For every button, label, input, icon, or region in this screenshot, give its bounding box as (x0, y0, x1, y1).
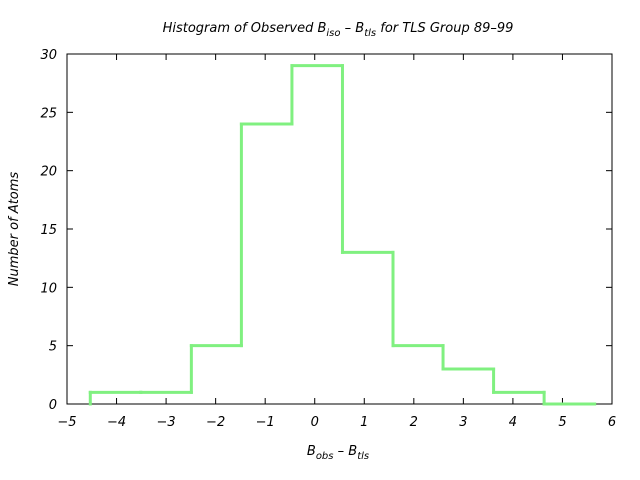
x-tick-label: 4 (509, 415, 517, 430)
x-tick-label: −4 (107, 415, 126, 430)
x-tick-label: −3 (157, 415, 176, 430)
plot-frame (66, 53, 613, 405)
y-tick-label: 0 (49, 398, 57, 413)
y-tick-label: 25 (40, 106, 57, 121)
xlabel-subscript-tls: tls (357, 451, 369, 462)
chart-title: Histogram of Observed Biso – Btls for TL… (163, 21, 514, 39)
title-subscript-tls: tls (364, 28, 376, 39)
y-tick-label: 15 (40, 223, 57, 238)
x-tick-label: 6 (608, 415, 616, 430)
y-tick-label: 5 (49, 340, 57, 355)
x-tick-label: 5 (558, 415, 566, 430)
y-tick-label: 30 (40, 48, 57, 63)
y-tick-label: 20 (40, 165, 57, 180)
x-tick-label: −5 (57, 415, 76, 430)
y-axis-label: Number of Atoms (7, 172, 22, 287)
x-tick-label: 3 (459, 415, 467, 430)
x-axis-ticks: −5 −4 −3 −2 −1 0 1 2 3 4 5 6 (57, 54, 616, 430)
title-text-pre: Histogram of Observed B (163, 21, 327, 36)
x-tick-label: 0 (311, 415, 319, 430)
y-axis-ticks: 0 5 10 15 20 25 30 (40, 48, 612, 413)
xlabel-text-mid: – B (334, 444, 358, 459)
xlabel-subscript-obs: obs (316, 451, 334, 462)
x-axis-label: Bobs – Btls (307, 444, 369, 462)
x-tick-label: 1 (360, 415, 368, 430)
x-tick-label: −2 (206, 415, 225, 430)
x-tick-label: 2 (410, 415, 418, 430)
title-text-post: for TLS Group 89–99 (376, 21, 513, 36)
y-tick-label: 10 (40, 281, 57, 296)
title-text-mid: – B (341, 21, 365, 36)
title-subscript-iso: iso (326, 28, 340, 39)
x-tick-label: −1 (256, 415, 275, 430)
xlabel-text-pre: B (307, 444, 316, 459)
histogram-series (88, 64, 597, 406)
